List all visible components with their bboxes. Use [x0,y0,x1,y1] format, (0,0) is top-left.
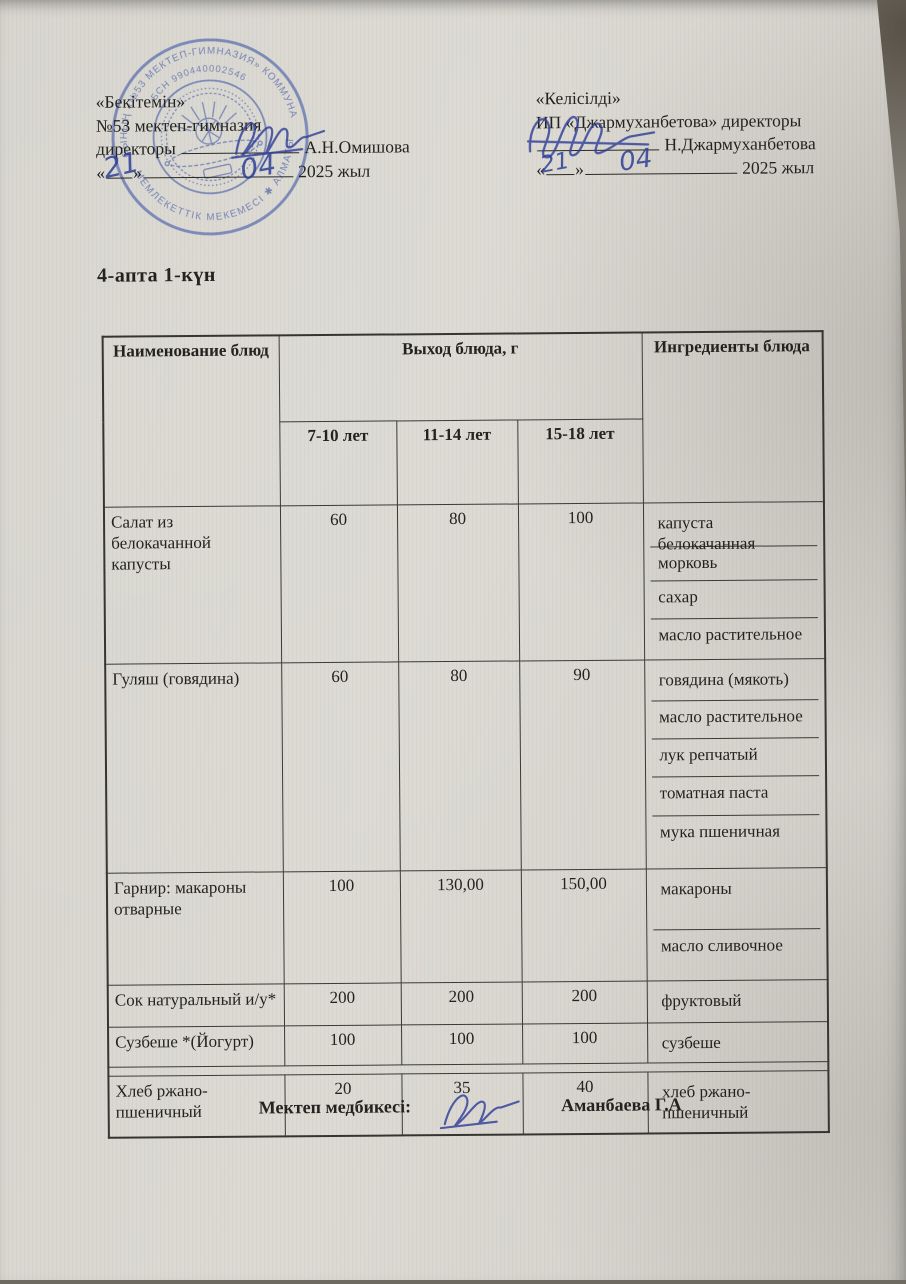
dish-name: Гарнир: макароны отварные [106,871,284,985]
ingredient-item: лук репчатый [651,737,820,777]
col-header-age-7-10: 7-10 лет [279,420,397,506]
approval-right-name: Н.Джармуханбетова [664,133,816,155]
ingredient-item: масло растительное [658,623,803,644]
portion-11-14: 100 [401,1023,523,1065]
dish-name: Гуляш (говядина) [105,662,283,873]
ingredient-item: капуста белокачанная [649,505,818,553]
ingredients-cell: сузбеше [647,1021,829,1063]
dish-name: Сузбеше *(Йогурт) [108,1025,285,1067]
dish-name: Салат из белокачанной капусты [103,505,282,664]
ingredients-cell: макароны масло сливочное [645,867,828,981]
stamp-emblem [160,87,263,187]
portion-7-10: 60 [281,661,400,872]
col-header-age-15-18: 15-18 лет [517,418,643,504]
portion-11-14: 80 [398,660,521,871]
signature-nurse [440,1094,521,1130]
ingredient-item: фруктовый [661,990,742,1010]
quote-open: « [96,162,106,183]
stamp-rings [111,38,309,236]
ingredient-item: сахар [650,579,818,619]
col-header-dish: Наименование блюд [102,335,280,507]
signature-left [231,122,326,159]
approval-left-role: директоры [96,138,176,159]
ingredient-item: сузбеше [661,1032,721,1052]
signature-right [526,115,656,159]
table-row: Гуляш (говядина) 60 80 90 говядина (мяко… [105,658,827,873]
table-row: Гарнир: макароны отварные 100 130,00 150… [106,867,828,985]
approval-left-title: «Бекітемін» [95,91,186,112]
page-title: 4-апта 1-күн [97,263,216,287]
header-row-1: Наименование блюд Выход блюда, г Ингреди… [102,331,824,507]
portion-11-14: 200 [400,981,523,1025]
portion-11-14: 80 [396,503,520,662]
dish-name: Сок натуральный и/у* [107,983,285,1027]
ingredient-item: масло сливочное [660,934,783,955]
col-header-ingredients: Ингредиенты блюда [641,331,824,503]
col-header-output: Выход блюда, г [278,332,643,422]
footer: Мектеп медбикесі: Аманбаева Г.А [259,1084,682,1137]
day-rule [105,162,133,179]
ingredients-cell: капуста белокачанная морковь сахар масло… [642,501,826,660]
quote-close: » [132,161,142,182]
portion-15-18: 90 [519,659,646,870]
nurse-label: Мектеп медбикесі: [258,1096,412,1118]
ingredient-item: мука пшеничная [659,820,781,841]
portion-11-14: 130,00 [399,869,522,983]
portion-15-18: 200 [521,980,648,1024]
portion-15-18: 150,00 [520,868,647,982]
nurse-name: Аманбаева Г.А [561,1094,682,1116]
col-header-age-11-14: 11-14 лет [396,419,518,505]
menu-table: Наименование блюд Выход блюда, г Ингреди… [101,330,830,1139]
ingredients-cell: фруктовый [646,979,829,1023]
ingredient-item: говядина (мякоть) [650,662,819,701]
approval-right-year: 2025 жыл [742,156,815,178]
portion-7-10: 100 [282,870,401,984]
table-row: Сузбеше *(Йогурт) 100 100 100 сузбеше [108,1021,829,1067]
portion-7-10: 100 [284,1024,402,1066]
table-row: Салат из белокачанной капусты 60 80 100 … [103,501,826,664]
ingredient-item: томатная паста [651,775,820,816]
ingredient-item: макароны [652,871,821,930]
portion-7-10: 200 [283,982,402,1026]
ingredients-cell: говядина (мякоть) масло растительное лук… [644,658,827,869]
approval-right-title: «Келісілді» [535,87,621,109]
portion-15-18: 100 [517,502,645,661]
table-row: Сок натуральный и/у* 200 200 200 фруктов… [107,979,829,1027]
ingredient-item: масло растительное [650,699,819,739]
portion-15-18: 100 [522,1022,648,1064]
portion-7-10: 60 [279,504,399,663]
